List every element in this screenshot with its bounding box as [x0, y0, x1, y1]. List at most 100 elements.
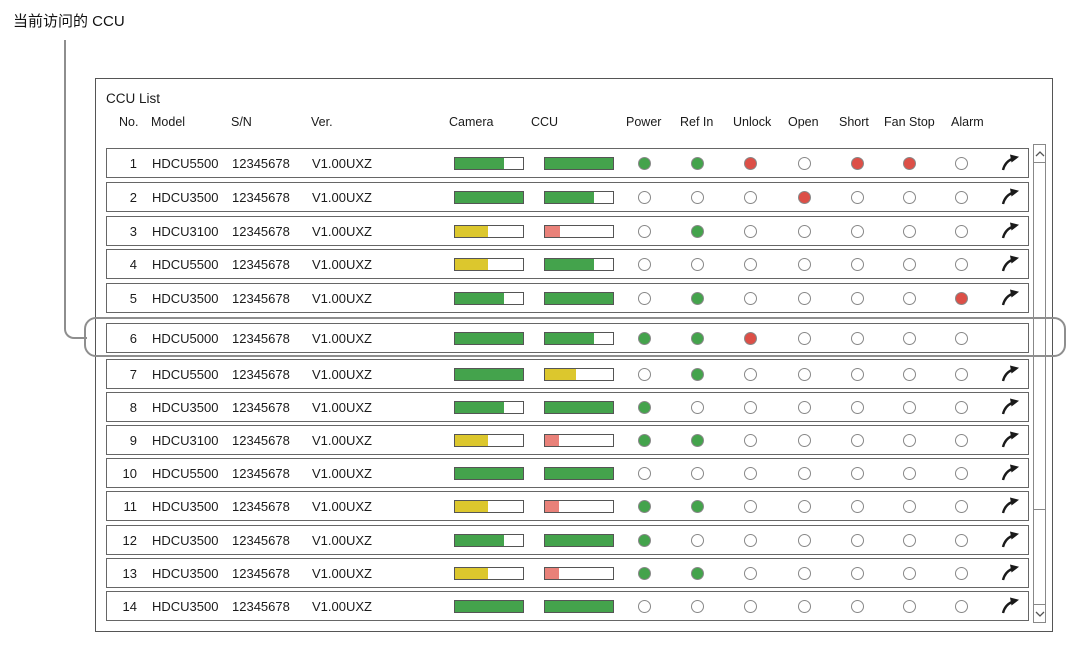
power-led-off	[637, 225, 651, 238]
power-led-off	[637, 368, 651, 381]
open-led-off	[797, 534, 811, 547]
scrollbar-thumb[interactable]	[1034, 163, 1045, 510]
jump-arrow-icon	[1001, 255, 1019, 272]
power-led-green	[637, 401, 651, 414]
fan-stop-led-off	[902, 225, 916, 238]
row-serial: 12345678	[232, 499, 290, 514]
row-model: HDCU3100	[152, 433, 219, 448]
jump-to-ccu-button[interactable]	[999, 464, 1021, 484]
jump-to-ccu-button[interactable]	[999, 289, 1021, 309]
alarm-led-off	[954, 332, 968, 345]
ccu-row[interactable]: 3 HDCU3100 12345678 V1.00UXZ	[106, 216, 1029, 246]
fan-stop-led-off	[902, 292, 916, 305]
camera-level-fill	[455, 158, 504, 169]
row-model: HDCU3500	[152, 599, 219, 614]
row-number: 13	[122, 566, 137, 581]
ref-in-led-off	[690, 191, 704, 204]
jump-to-ccu-button[interactable]	[999, 564, 1021, 584]
row-model: HDCU3500	[152, 400, 219, 415]
jump-arrow-icon	[1001, 431, 1019, 448]
row-number: 11	[123, 499, 138, 514]
camera-level-bar	[454, 368, 524, 381]
jump-to-ccu-button[interactable]	[999, 597, 1021, 617]
ccu-level-bar	[544, 401, 614, 414]
unlock-led-off	[743, 567, 757, 580]
ccu-level-bar	[544, 600, 614, 613]
jump-to-ccu-button[interactable]	[999, 255, 1021, 275]
jump-arrow-icon	[1001, 497, 1019, 514]
row-number: 10	[122, 466, 137, 481]
power-led-green	[637, 500, 651, 513]
jump-to-ccu-button[interactable]	[999, 431, 1021, 451]
ref-in-led-green	[690, 368, 704, 381]
open-led-off	[797, 157, 811, 170]
column-header-ref-in: Ref In	[680, 115, 714, 129]
ccu-level-fill	[545, 158, 613, 169]
ref-in-led-green	[690, 292, 704, 305]
scroll-up-icon	[1035, 150, 1044, 156]
short-led-red	[850, 157, 864, 170]
fan-stop-led-off	[902, 191, 916, 204]
row-serial: 12345678	[232, 367, 290, 382]
open-led-off	[797, 401, 811, 414]
ccu-row[interactable]: 5 HDCU3500 12345678 V1.00UXZ	[106, 283, 1029, 313]
scroll-up-button[interactable]	[1034, 145, 1045, 163]
ccu-row[interactable]: 4 HDCU5500 12345678 V1.00UXZ	[106, 249, 1029, 279]
fan-stop-led-off	[902, 467, 916, 480]
ccu-level-fill	[545, 192, 594, 203]
jump-to-ccu-button[interactable]	[999, 154, 1021, 174]
unlock-led-off	[743, 401, 757, 414]
row-serial: 12345678	[232, 566, 290, 581]
ccu-row[interactable]: 11 HDCU3500 12345678 V1.00UXZ	[106, 491, 1029, 521]
alarm-led-off	[954, 157, 968, 170]
unlock-led-off	[743, 534, 757, 547]
ccu-row[interactable]: 1 HDCU5500 12345678 V1.00UXZ	[106, 148, 1029, 178]
ccu-row[interactable]: 14 HDCU3500 12345678 V1.00UXZ	[106, 591, 1029, 621]
row-serial: 12345678	[232, 291, 290, 306]
ccu-level-fill	[545, 568, 559, 579]
row-version: V1.00UXZ	[312, 599, 372, 614]
short-led-off	[850, 292, 864, 305]
column-header-open: Open	[788, 115, 819, 129]
ref-in-led-off	[690, 401, 704, 414]
row-model: HDCU3500	[152, 190, 219, 205]
ccu-row[interactable]: 13 HDCU3500 12345678 V1.00UXZ	[106, 558, 1029, 588]
power-led-green	[637, 534, 651, 547]
vertical-scrollbar[interactable]	[1033, 144, 1046, 623]
ccu-row[interactable]: 9 HDCU3100 12345678 V1.00UXZ	[106, 425, 1029, 455]
jump-to-ccu-button[interactable]	[999, 398, 1021, 418]
ccu-level-fill	[545, 402, 613, 413]
ref-in-led-green	[690, 332, 704, 345]
jump-to-ccu-button[interactable]	[999, 531, 1021, 551]
jump-arrow-icon	[1001, 597, 1019, 614]
row-model: HDCU5500	[152, 367, 219, 382]
ccu-row-current[interactable]: 6 HDCU5000 12345678 V1.00UXZ	[106, 323, 1029, 353]
camera-level-fill	[455, 259, 488, 270]
unlock-led-red	[743, 332, 757, 345]
ccu-row[interactable]: 10 HDCU5500 12345678 V1.00UXZ	[106, 458, 1029, 488]
camera-level-bar	[454, 567, 524, 580]
row-version: V1.00UXZ	[312, 257, 372, 272]
jump-to-ccu-button[interactable]	[999, 497, 1021, 517]
ref-in-led-green	[690, 157, 704, 170]
scroll-down-button[interactable]	[1034, 604, 1045, 622]
camera-level-bar	[454, 434, 524, 447]
camera-level-bar	[454, 225, 524, 238]
ccu-row[interactable]: 2 HDCU3500 12345678 V1.00UXZ	[106, 182, 1029, 212]
alarm-led-off	[954, 401, 968, 414]
row-model: HDCU3500	[152, 291, 219, 306]
jump-to-ccu-button[interactable]	[999, 222, 1021, 242]
ccu-row[interactable]: 12 HDCU3500 12345678 V1.00UXZ	[106, 525, 1029, 555]
power-led-off	[637, 467, 651, 480]
row-model: HDCU5500	[152, 156, 219, 171]
camera-level-bar	[454, 401, 524, 414]
ref-in-led-green	[690, 500, 704, 513]
row-serial: 12345678	[232, 466, 290, 481]
jump-to-ccu-button[interactable]	[999, 365, 1021, 385]
camera-level-fill	[455, 192, 523, 203]
ccu-level-bar	[544, 225, 614, 238]
ccu-row[interactable]: 7 HDCU5500 12345678 V1.00UXZ	[106, 359, 1029, 389]
ccu-row[interactable]: 8 HDCU3500 12345678 V1.00UXZ	[106, 392, 1029, 422]
jump-to-ccu-button[interactable]	[999, 188, 1021, 208]
camera-level-fill	[455, 435, 488, 446]
